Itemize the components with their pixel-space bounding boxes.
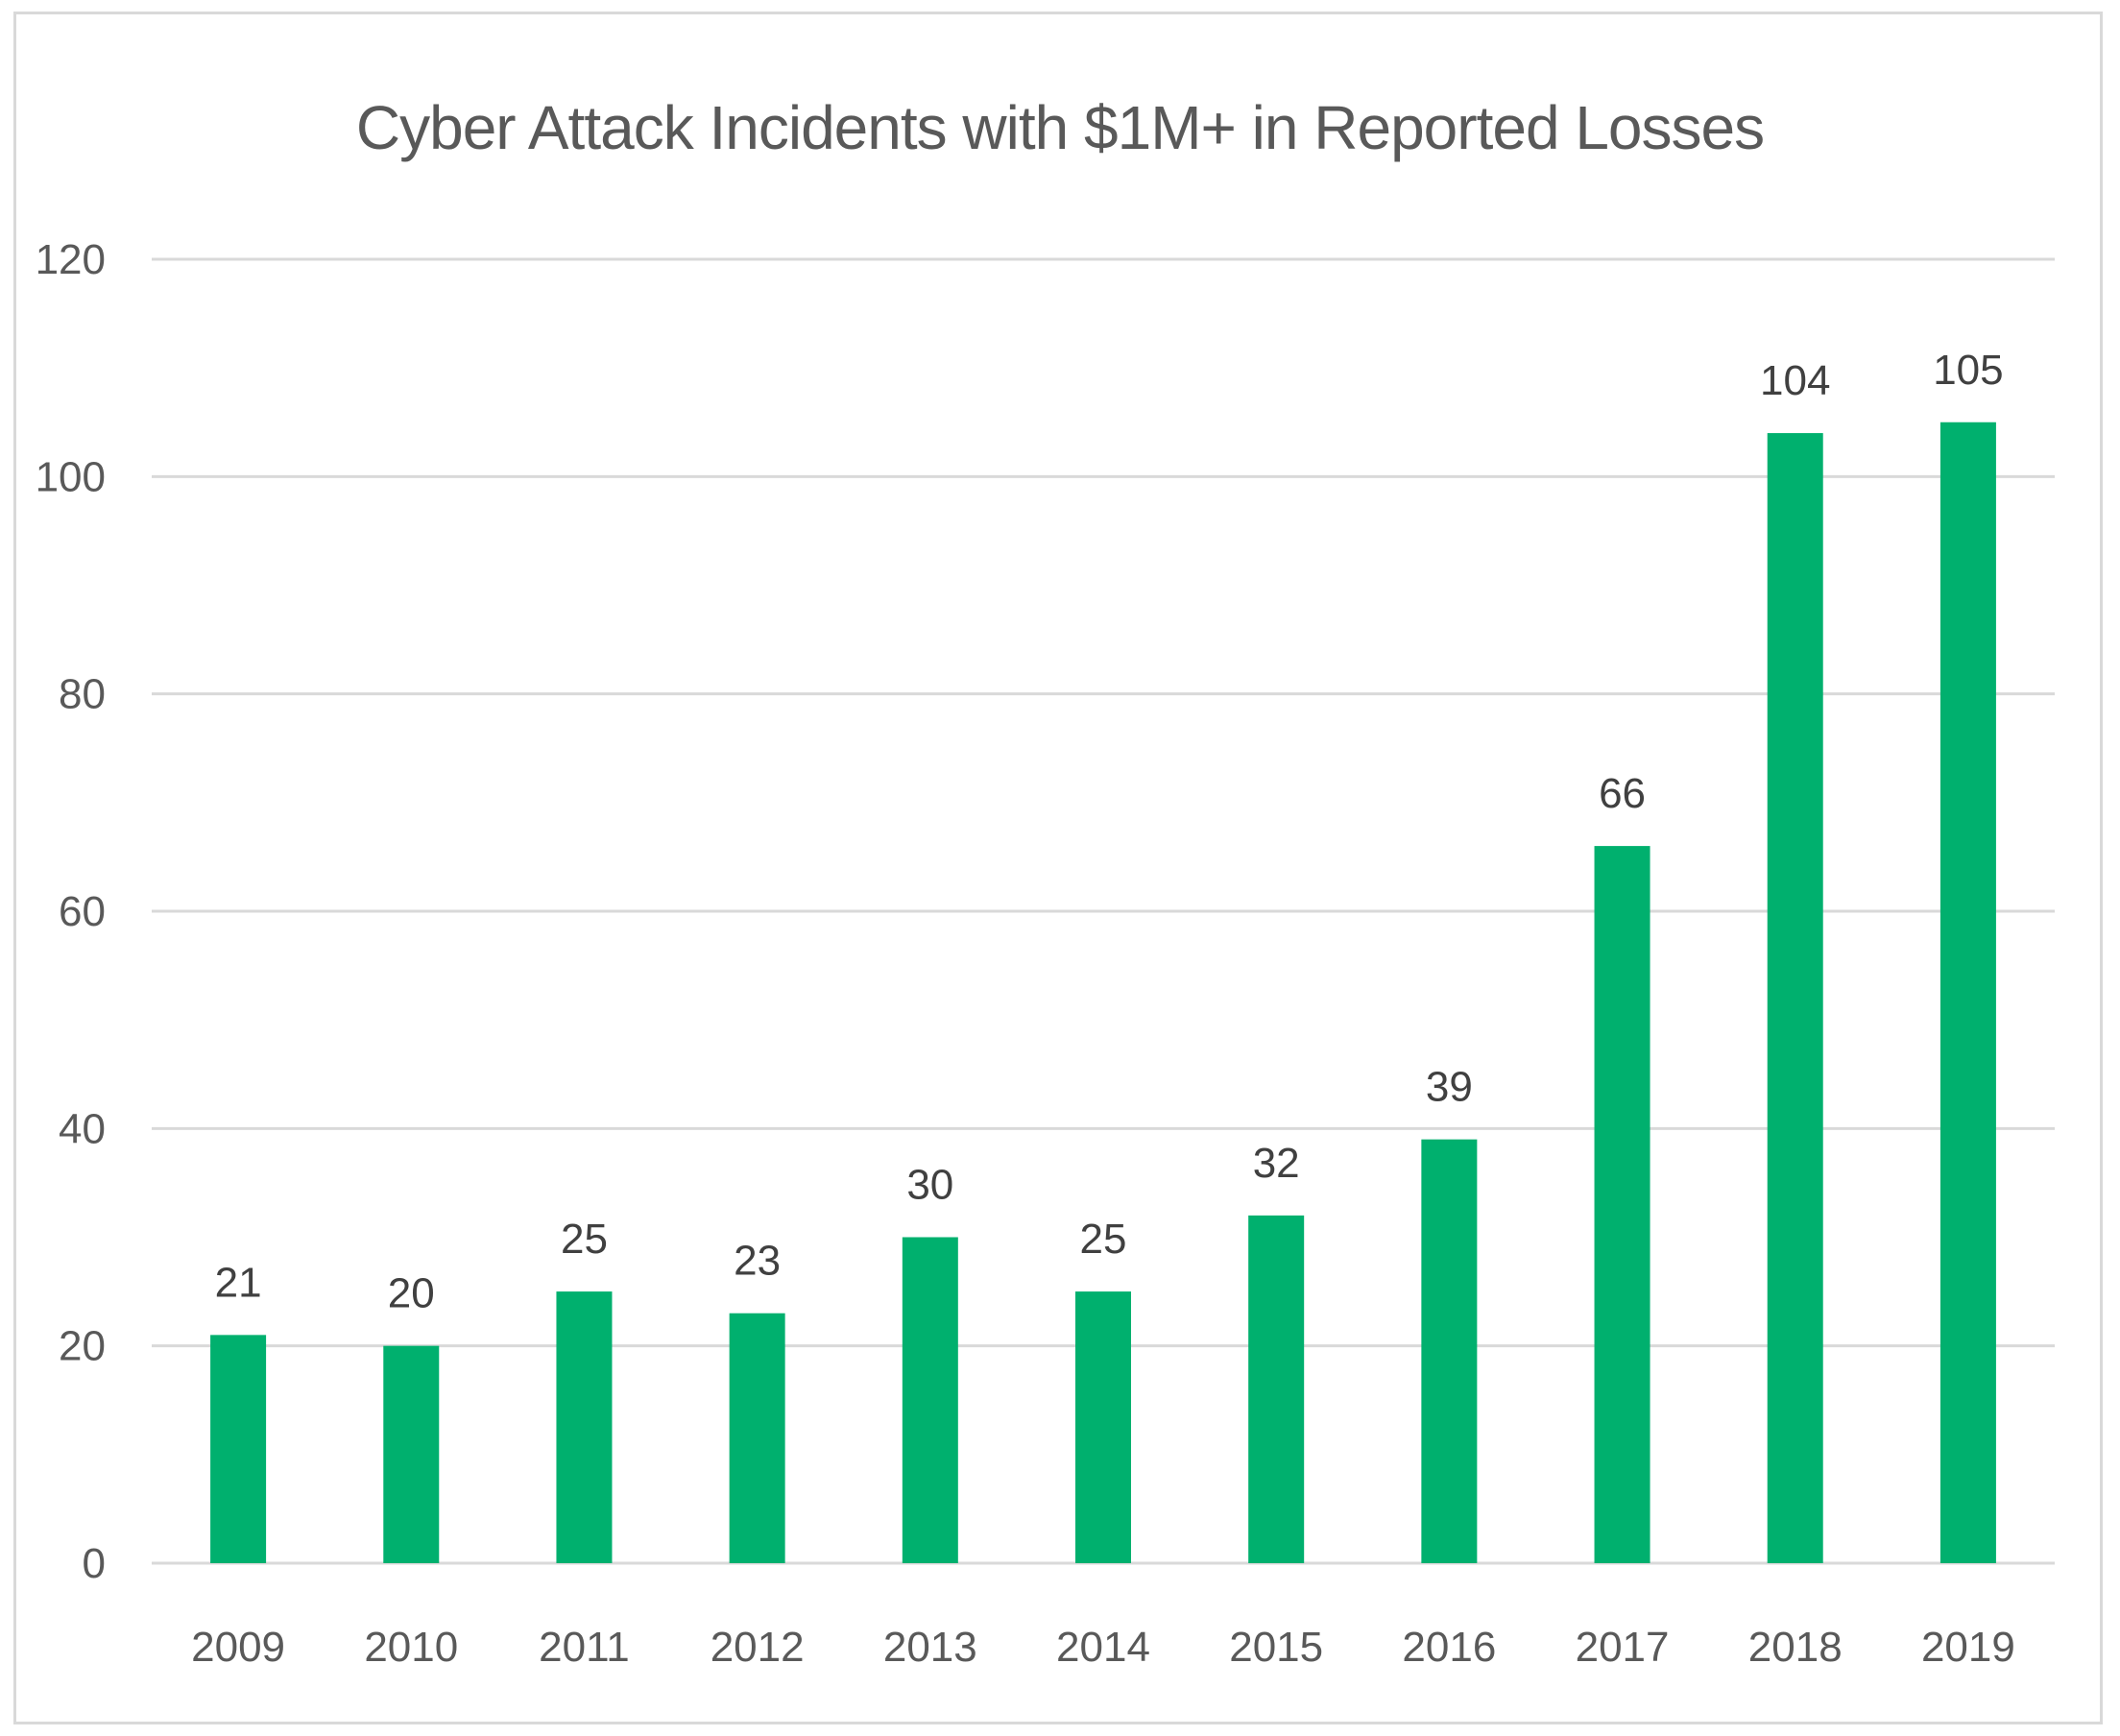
x-tick-label-2010: 2010 — [364, 1624, 458, 1671]
x-tick-label-2018: 2018 — [1748, 1624, 1843, 1671]
y-tick-label: 100 — [36, 453, 106, 500]
bar-2019 — [1939, 422, 1996, 1563]
data-label-2016: 39 — [1426, 1064, 1473, 1111]
data-label-2012: 23 — [734, 1238, 781, 1285]
x-tick-label-2012: 2012 — [711, 1624, 805, 1671]
data-label-2017: 66 — [1599, 770, 1646, 817]
y-tick-label: 40 — [59, 1105, 106, 1152]
bar-2015 — [1248, 1215, 1305, 1563]
bar-2018 — [1767, 433, 1823, 1564]
bar-2011 — [556, 1291, 613, 1563]
y-tick-label: 20 — [59, 1323, 106, 1370]
y-tick-label: 80 — [59, 671, 106, 718]
x-tick-label-2017: 2017 — [1576, 1624, 1670, 1671]
y-axis-tick-labels: 0 20 40 60 80 100 120 — [36, 236, 106, 1587]
bar-2016 — [1421, 1139, 1478, 1563]
bar-2012 — [729, 1313, 785, 1563]
x-tick-label-2014: 2014 — [1056, 1624, 1150, 1671]
bar-2013 — [902, 1237, 958, 1563]
y-tick-label: 60 — [59, 888, 106, 935]
x-tick-label-2009: 2009 — [191, 1624, 285, 1671]
y-tick-label: 0 — [83, 1540, 106, 1587]
bar-2014 — [1075, 1291, 1131, 1563]
data-label-2011: 25 — [561, 1216, 608, 1263]
gridlines — [152, 257, 2055, 1565]
data-label-2019: 105 — [1933, 347, 2003, 394]
bars — [210, 422, 1996, 1564]
x-axis-tick-labels: 2009 2010 2011 2012 2013 2014 2015 2016 2017 2018… — [191, 1624, 2015, 1671]
chart-frame — [13, 12, 2103, 1724]
data-label-2009: 21 — [215, 1259, 262, 1306]
data-label-2010: 20 — [388, 1270, 435, 1317]
x-tick-label-2015: 2015 — [1229, 1624, 1323, 1671]
chart-title: Cyber Attack Incidents with $1M+ in Repo… — [356, 93, 1764, 162]
bar-2009 — [210, 1335, 267, 1563]
data-labels: 21 20 25 23 30 25 32 39 66 104 105 — [215, 347, 2004, 1317]
x-tick-label-2011: 2011 — [539, 1624, 630, 1671]
bar-2017 — [1594, 846, 1650, 1563]
x-tick-label-2019: 2019 — [1921, 1624, 2015, 1671]
data-label-2018: 104 — [1760, 357, 1830, 404]
bar-2010 — [383, 1345, 440, 1563]
x-tick-label-2016: 2016 — [1402, 1624, 1496, 1671]
data-label-2013: 30 — [906, 1162, 953, 1209]
y-tick-label: 120 — [36, 236, 106, 283]
data-label-2014: 25 — [1080, 1216, 1127, 1263]
data-label-2015: 32 — [1253, 1140, 1300, 1187]
x-tick-label-2013: 2013 — [883, 1624, 977, 1671]
